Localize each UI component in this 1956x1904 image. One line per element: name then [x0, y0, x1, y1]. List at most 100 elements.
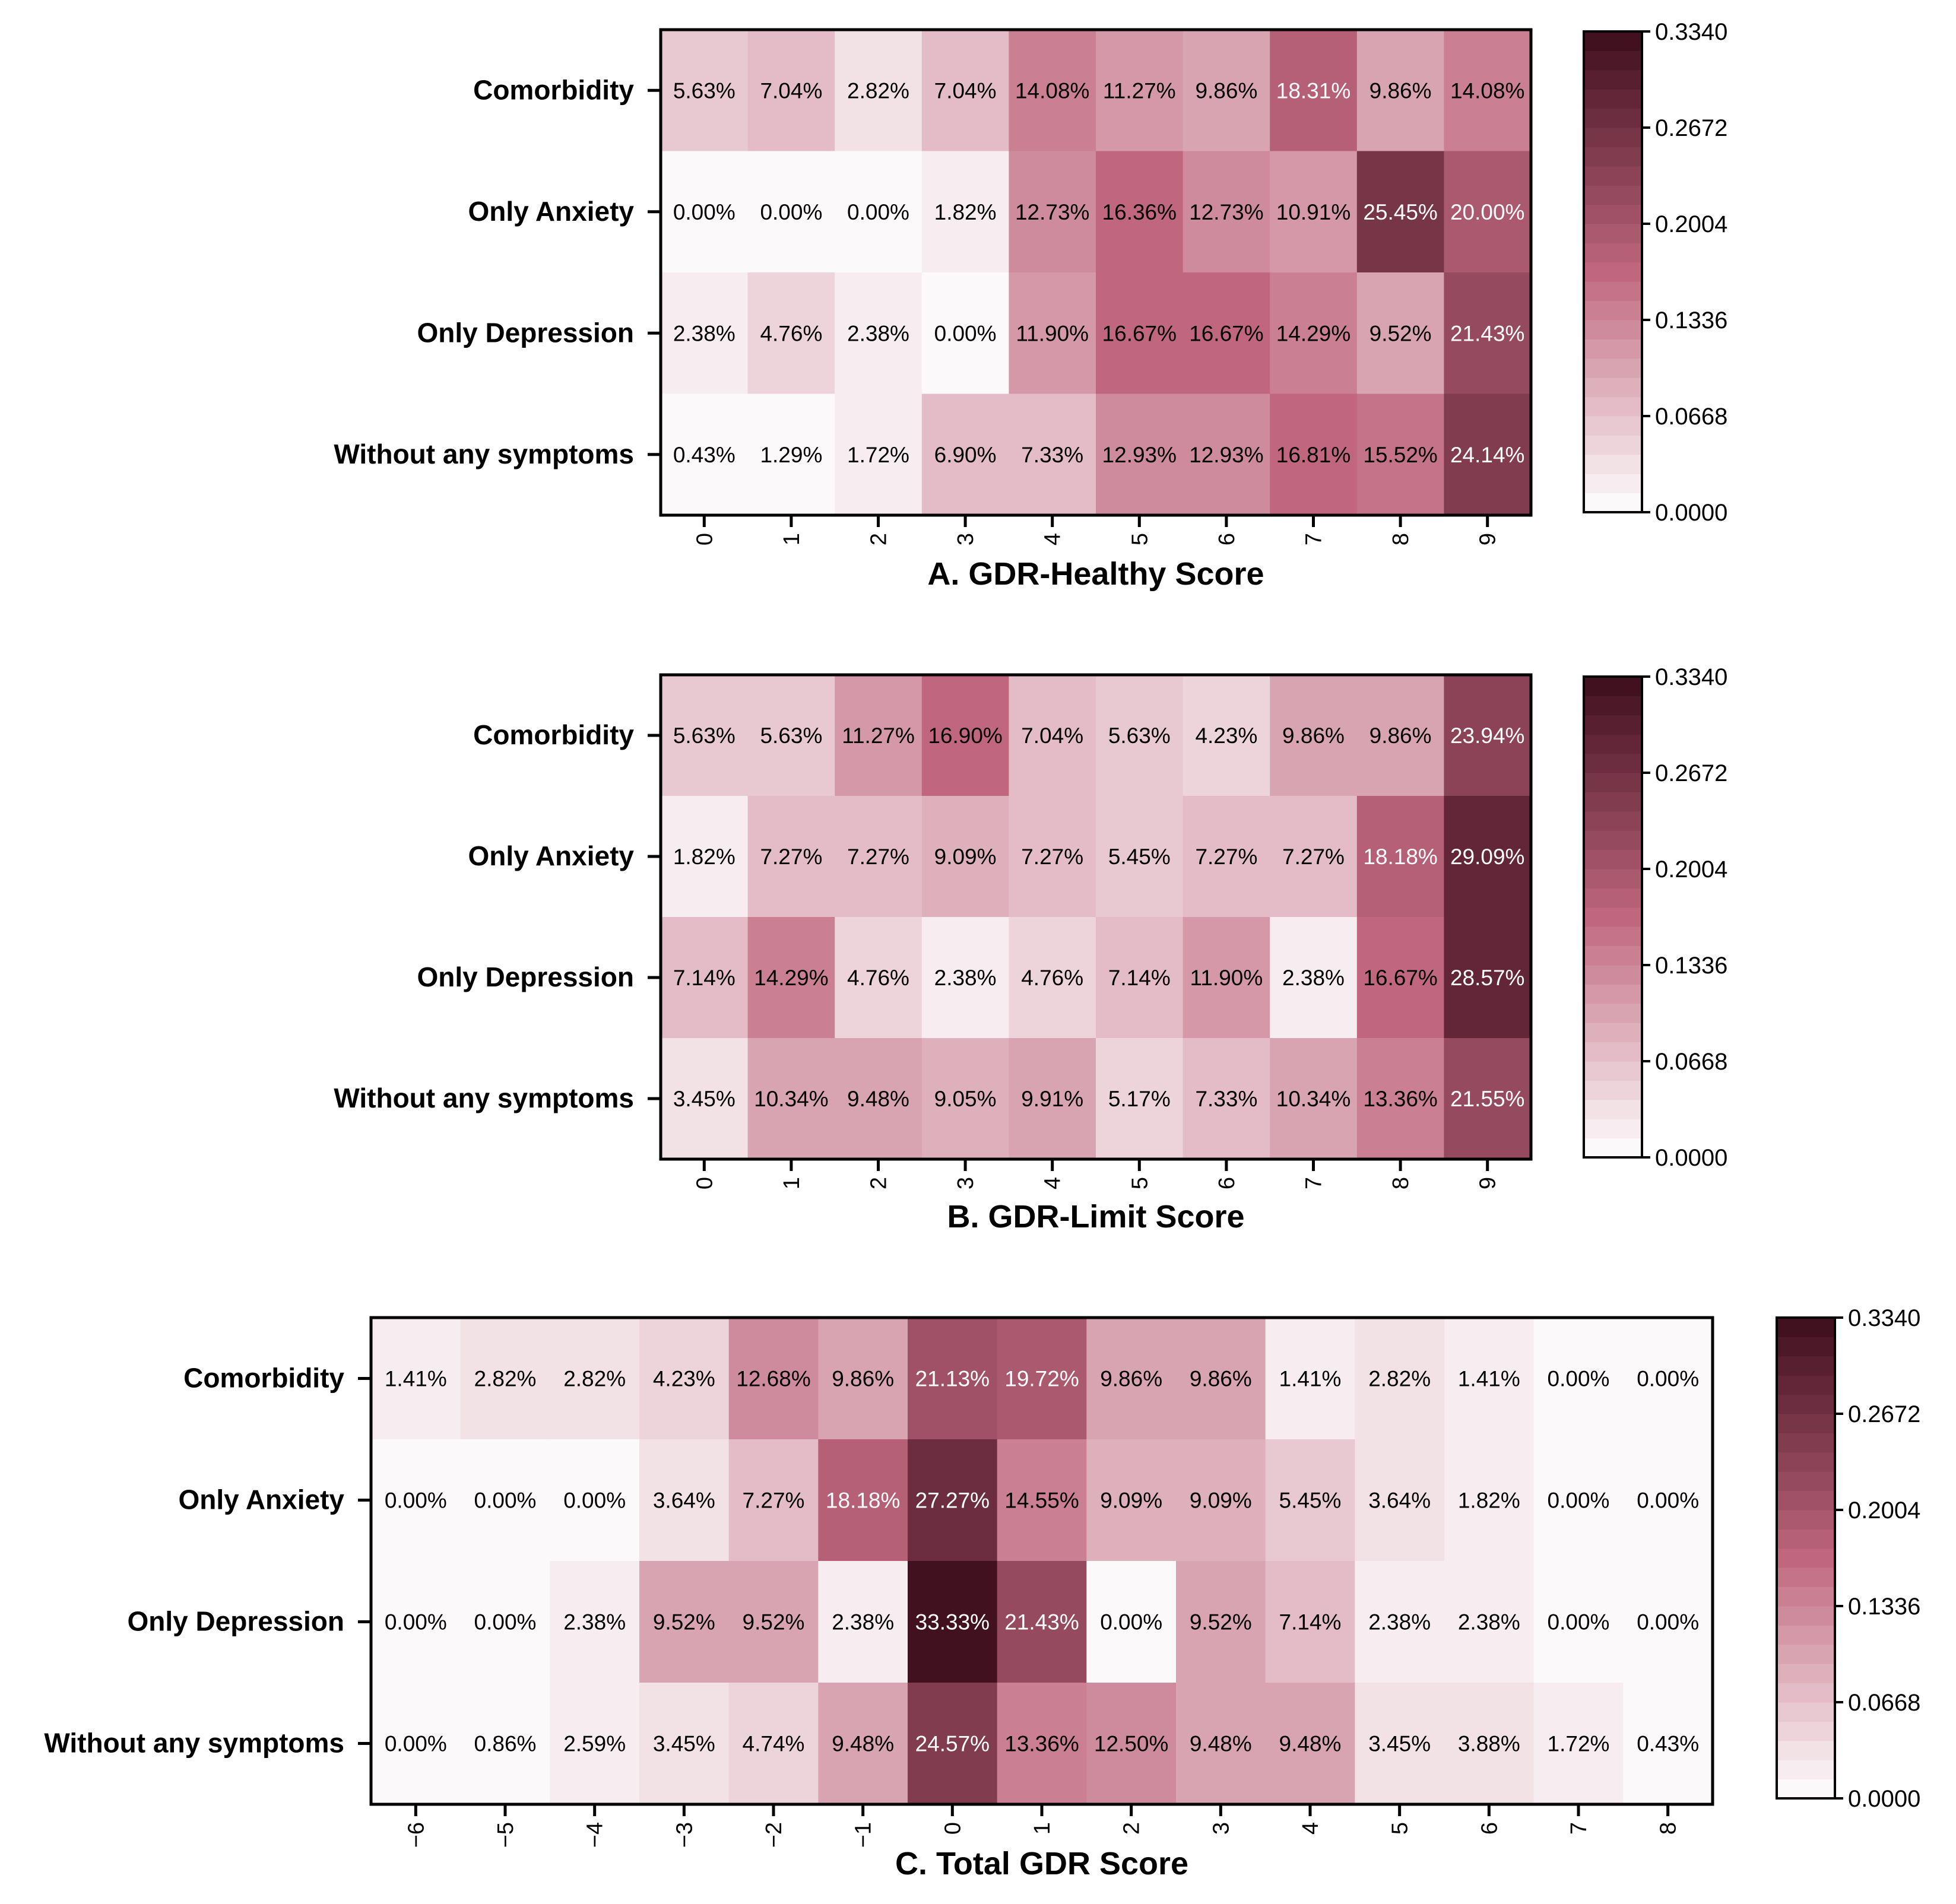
heatmap-cell — [1009, 1038, 1096, 1160]
heatmap-cell — [1009, 917, 1096, 1039]
cell-value-label: 2.38% — [832, 1610, 894, 1635]
x-tick-label: 2 — [867, 1177, 892, 1189]
colorbar-step — [1584, 108, 1642, 128]
x-tick-label: 0 — [692, 1177, 717, 1189]
cell-value-label: 7.27% — [847, 845, 909, 869]
heatmap-cell — [1009, 796, 1096, 918]
heatmap-cell — [1270, 917, 1358, 1039]
heatmap-cell — [1623, 1561, 1713, 1683]
cell-value-label: 9.91% — [1021, 1087, 1083, 1111]
cell-value-label: 21.43% — [1004, 1610, 1079, 1635]
colorbar-tick-label: 0.2672 — [1655, 760, 1727, 786]
heatmap-cell — [1096, 272, 1184, 394]
cell-value-label: 18.31% — [1276, 78, 1351, 103]
colorbar-step — [1584, 50, 1642, 71]
panel-c-total: 1.41% 2.82% 2.82% 4.23% 12.68% 9.86% 21.13% 19.… — [44, 1305, 1920, 1881]
heatmap-cell — [639, 1561, 730, 1683]
colorbar-step — [1584, 888, 1642, 908]
colorbar-step — [1777, 1318, 1835, 1337]
cell-value-label: 25.45% — [1363, 200, 1438, 224]
colorbar-step — [1584, 31, 1642, 51]
cell-value-label: 15.52% — [1363, 443, 1438, 467]
x-tick-label: 7 — [1302, 1177, 1327, 1189]
colorbar-step — [1584, 320, 1642, 339]
colorbar-step — [1584, 262, 1642, 282]
cell-value-label: 2.82% — [1368, 1367, 1431, 1391]
cell-value-label: 16.81% — [1276, 443, 1351, 467]
cell-value-label: 9.48% — [1190, 1732, 1252, 1756]
heatmap-cell — [997, 1683, 1087, 1805]
x-tick-label: 5 — [1127, 533, 1152, 545]
colorbar-step — [1777, 1644, 1835, 1664]
heatmap-cell — [1533, 1683, 1624, 1805]
cell-value-label: 1.72% — [847, 443, 909, 467]
heatmap-cell — [1356, 796, 1444, 918]
heatmap-cell — [1096, 796, 1184, 918]
heatmap-cell — [661, 796, 749, 918]
cell-value-label: 7.04% — [760, 78, 822, 103]
heatmap-cell — [1444, 1439, 1535, 1562]
heatmap-cell — [550, 1683, 640, 1805]
cell-value-label: 0.00% — [385, 1489, 447, 1513]
heatmap-cell — [661, 151, 749, 273]
heatmap-cell — [1270, 675, 1358, 796]
cell-value-label: 9.86% — [1190, 1367, 1252, 1391]
colorbar-frame — [1776, 1316, 1836, 1800]
cell-value-label: 3.88% — [1458, 1732, 1520, 1756]
cell-value-label: 12.93% — [1189, 443, 1264, 467]
colorbar-frame — [1583, 675, 1643, 1159]
cell-value-label: 0.00% — [760, 200, 822, 224]
cell-value-label: 2.82% — [474, 1367, 537, 1391]
heatmap-cell — [1086, 1439, 1177, 1562]
heatmap-cell — [1623, 1318, 1713, 1440]
cell-value-label: 2.38% — [673, 321, 736, 345]
heatmap-cell — [818, 1561, 908, 1683]
colorbar-step — [1777, 1337, 1835, 1357]
heatmap-cell — [661, 675, 749, 796]
cell-value-label: 1.29% — [760, 443, 822, 467]
heatmap-cell — [460, 1683, 550, 1805]
colorbar-step — [1777, 1394, 1835, 1414]
colorbar-step — [1584, 945, 1642, 966]
cell-value-label: 7.14% — [1279, 1610, 1342, 1635]
cell-value-label: 9.05% — [934, 1087, 997, 1111]
x-tick-label: 8 — [1656, 1822, 1681, 1835]
x-tick-label: 3 — [1209, 1822, 1234, 1835]
heatmap-cell — [661, 30, 749, 151]
cell-value-label: 24.14% — [1450, 443, 1525, 467]
heatmap-cell — [460, 1439, 550, 1562]
cell-value-label: 21.55% — [1450, 1087, 1525, 1111]
colorbar-step — [1584, 358, 1642, 378]
cell-value-label: 0.00% — [385, 1732, 447, 1756]
cell-value-label: 9.86% — [1369, 723, 1432, 748]
heatmap-cell — [1183, 394, 1270, 516]
colorbar-step — [1584, 984, 1642, 1004]
heatmap-cell — [1009, 272, 1096, 394]
heatmap-cell — [1444, 1318, 1535, 1440]
heatmap-cell — [371, 1683, 461, 1805]
heatmap-cell — [747, 1038, 835, 1160]
colorbar-step — [1584, 965, 1642, 985]
y-tick-label: Only Anxiety — [468, 840, 635, 871]
cell-value-label: 11.90% — [1190, 966, 1263, 990]
x-tick-label: 8 — [1388, 533, 1413, 545]
x-tick-label: 6 — [1215, 1177, 1239, 1189]
colorbar-step — [1584, 243, 1642, 263]
y-tick-label: Comorbidity — [183, 1363, 344, 1394]
cell-value-label: 0.43% — [673, 443, 736, 467]
cell-value-label: 5.45% — [1279, 1489, 1342, 1513]
x-tick-label: 7 — [1567, 1822, 1592, 1835]
colorbar-step — [1584, 849, 1642, 870]
heatmap-cell — [1356, 30, 1444, 151]
heatmap-cell — [1183, 272, 1270, 394]
x-tick-label: 3 — [953, 533, 978, 545]
heatmap-cell — [1265, 1561, 1355, 1683]
heatmap-cell — [835, 917, 922, 1039]
cell-value-label: 9.48% — [847, 1087, 909, 1111]
colorbar-tick-label: 0.3340 — [1655, 664, 1727, 690]
cell-value-label: 28.57% — [1450, 966, 1525, 990]
cell-value-label: 7.27% — [760, 845, 822, 869]
panel-title: C. Total GDR Score — [895, 1846, 1188, 1881]
heatmap-cell — [550, 1318, 640, 1440]
cell-value-label: 2.59% — [563, 1732, 626, 1756]
